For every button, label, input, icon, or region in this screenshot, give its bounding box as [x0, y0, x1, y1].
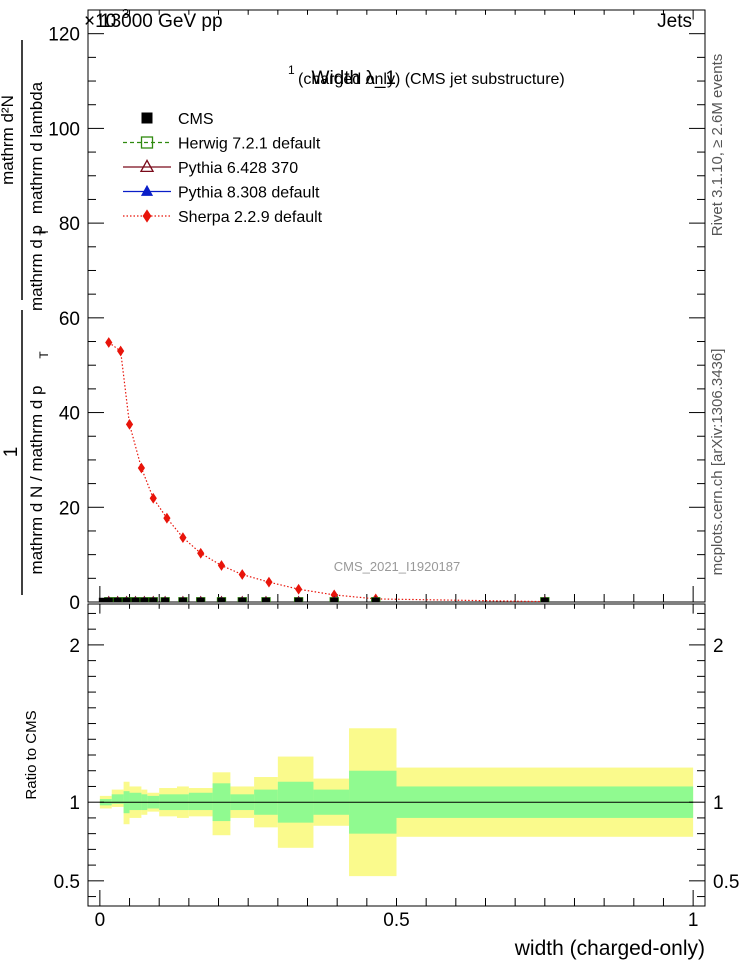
data-point — [149, 492, 157, 504]
data-point — [140, 597, 149, 602]
data-point — [197, 547, 205, 559]
data-point — [371, 597, 380, 602]
ratio-inner-band — [188, 792, 213, 811]
legend-label: Pythia 6.428 370 — [178, 160, 298, 177]
ratio-y-tick-label: 1 — [69, 793, 80, 814]
ratio-panel: 0.5 0.51 12 2 0 0.5 1 Ratio to CMS width (cha… — [23, 603, 739, 960]
main-y-tick-label: 100 — [48, 119, 80, 140]
data-point — [179, 532, 187, 543]
data-point — [196, 597, 205, 602]
data-point — [540, 597, 549, 602]
data-point — [149, 597, 158, 602]
legend-entry: Sherpa 2.2.9 default — [123, 209, 323, 226]
series-sherpa-2-2-9-default — [105, 337, 549, 602]
legend-label: Herwig 7.2.1 default — [178, 136, 321, 153]
main-y-axis: 0 20 40 60 80 100 120 — [48, 9, 705, 614]
legend-entry: Pythia 6.428 370 — [123, 159, 298, 177]
ratio-y-axis: 0.5 0.5 1 1 2 2 — [54, 612, 739, 898]
energy-label: 13000 GeV pp — [100, 11, 223, 32]
ratio-y-tick-label-right: 0.5 — [713, 872, 739, 893]
data-point — [161, 597, 170, 602]
data-point — [295, 583, 303, 595]
x-tick-label: 1 — [688, 910, 699, 931]
x-tick-label: 0 — [95, 910, 106, 931]
ylabel-tail: mathrm d lambda — [27, 81, 46, 214]
process-label: Jets — [657, 11, 692, 32]
data-point — [294, 597, 303, 602]
legend-marker — [139, 159, 155, 173]
main-y-tick-label: 60 — [59, 309, 80, 330]
ylabel-denominator-rhs: mathrm d p — [27, 225, 46, 311]
ratio-inner-band — [111, 794, 124, 804]
legend-marker — [141, 112, 153, 124]
ylabel-denominator: mathrm d N / mathrm d p — [27, 386, 46, 575]
data-point — [131, 597, 140, 602]
ratio-y-tick-label-right: 2 — [713, 636, 724, 657]
plot-title: Width λ_1 1 (charged only) (CMS jet subs… — [288, 63, 565, 89]
data-point — [217, 597, 226, 602]
main-panel-frame — [87, 9, 706, 603]
exponent-value: 3 — [122, 6, 129, 21]
legend-entry: Herwig 7.2.1 default — [123, 136, 321, 153]
data-point — [330, 597, 339, 602]
legend-marker — [140, 184, 154, 196]
ratio-x-axis: 0 0.5 1 — [95, 604, 699, 931]
title-sup: 1 — [288, 63, 295, 77]
ratio-y-tick-label-right: 1 — [713, 793, 724, 814]
main-y-tick-label: 80 — [59, 214, 80, 235]
data-point — [238, 569, 246, 580]
legend-entry: CMS — [141, 111, 214, 128]
main-series — [98, 337, 550, 602]
data-point — [137, 462, 145, 474]
rivet-label: Rivet 3.1.10, ≥ 2.6M events — [709, 54, 726, 237]
watermark: CMS_2021_I1920187 — [334, 559, 461, 574]
mcplots-label: mcplots.cern.ch [arXiv:1306.3436] — [709, 349, 726, 576]
data-point — [104, 597, 113, 602]
main-panel: 0 20 40 60 80 100 120 CMS_2021_I1920187 Width … — [48, 9, 706, 614]
data-point — [117, 345, 125, 357]
data-point — [238, 597, 247, 602]
data-point — [261, 597, 270, 602]
title-rest: (charged only) (CMS jet substructure) — [298, 71, 565, 88]
data-point — [125, 419, 134, 430]
data-point — [105, 337, 113, 348]
svg-text:Width λ_1: Width λ_1 — [312, 68, 396, 89]
legend: CMS Herwig 7.2.1 default Pythia 6.428 370 P… — [123, 111, 323, 226]
main-y-tick-label: 20 — [59, 498, 80, 519]
data-point — [178, 597, 187, 602]
ylabel-sub-right: T — [37, 228, 51, 236]
ratio-y-tick-label: 0.5 — [54, 872, 80, 893]
ratio-y-label: Ratio to CMS — [23, 710, 40, 799]
ratio-y-tick-label: 2 — [69, 636, 80, 657]
main-y-tick-label: 120 — [48, 25, 80, 46]
x-tick-label: 0.5 — [383, 910, 409, 931]
legend-marker — [140, 136, 154, 149]
data-point — [265, 576, 273, 588]
ylabel-sub-left: T — [37, 351, 51, 359]
ratio-inner-band — [129, 792, 142, 811]
ylabel-numerator: 1 — [1, 447, 22, 458]
exponent-prefix: ×10 — [84, 11, 116, 32]
legend-marker — [142, 209, 152, 223]
main-y-tick-label: 40 — [59, 404, 80, 425]
data-point — [113, 597, 122, 602]
main-x-axis — [99, 10, 694, 602]
data-point — [217, 560, 226, 571]
main-y-label: 1 mathrm d N / mathrm d p T mathrm d²N m… — [0, 40, 51, 595]
series-cms — [98, 597, 549, 602]
title-main: Width λ_1 — [312, 68, 396, 89]
data-point — [163, 512, 171, 524]
legend-label: CMS — [178, 111, 214, 128]
series-line — [108, 341, 545, 602]
x-axis-label: width (charged-only) — [514, 937, 705, 960]
legend-entry: Pythia 8.308 default — [123, 185, 320, 202]
data-point — [122, 597, 131, 602]
ylabel-numerator-rhs: mathrm d²N — [0, 95, 17, 185]
legend-label: Pythia 8.308 default — [178, 185, 320, 202]
data-point — [98, 597, 107, 602]
main-y-tick-label: 0 — [69, 593, 80, 614]
legend-label: Sherpa 2.2.9 default — [178, 209, 323, 226]
